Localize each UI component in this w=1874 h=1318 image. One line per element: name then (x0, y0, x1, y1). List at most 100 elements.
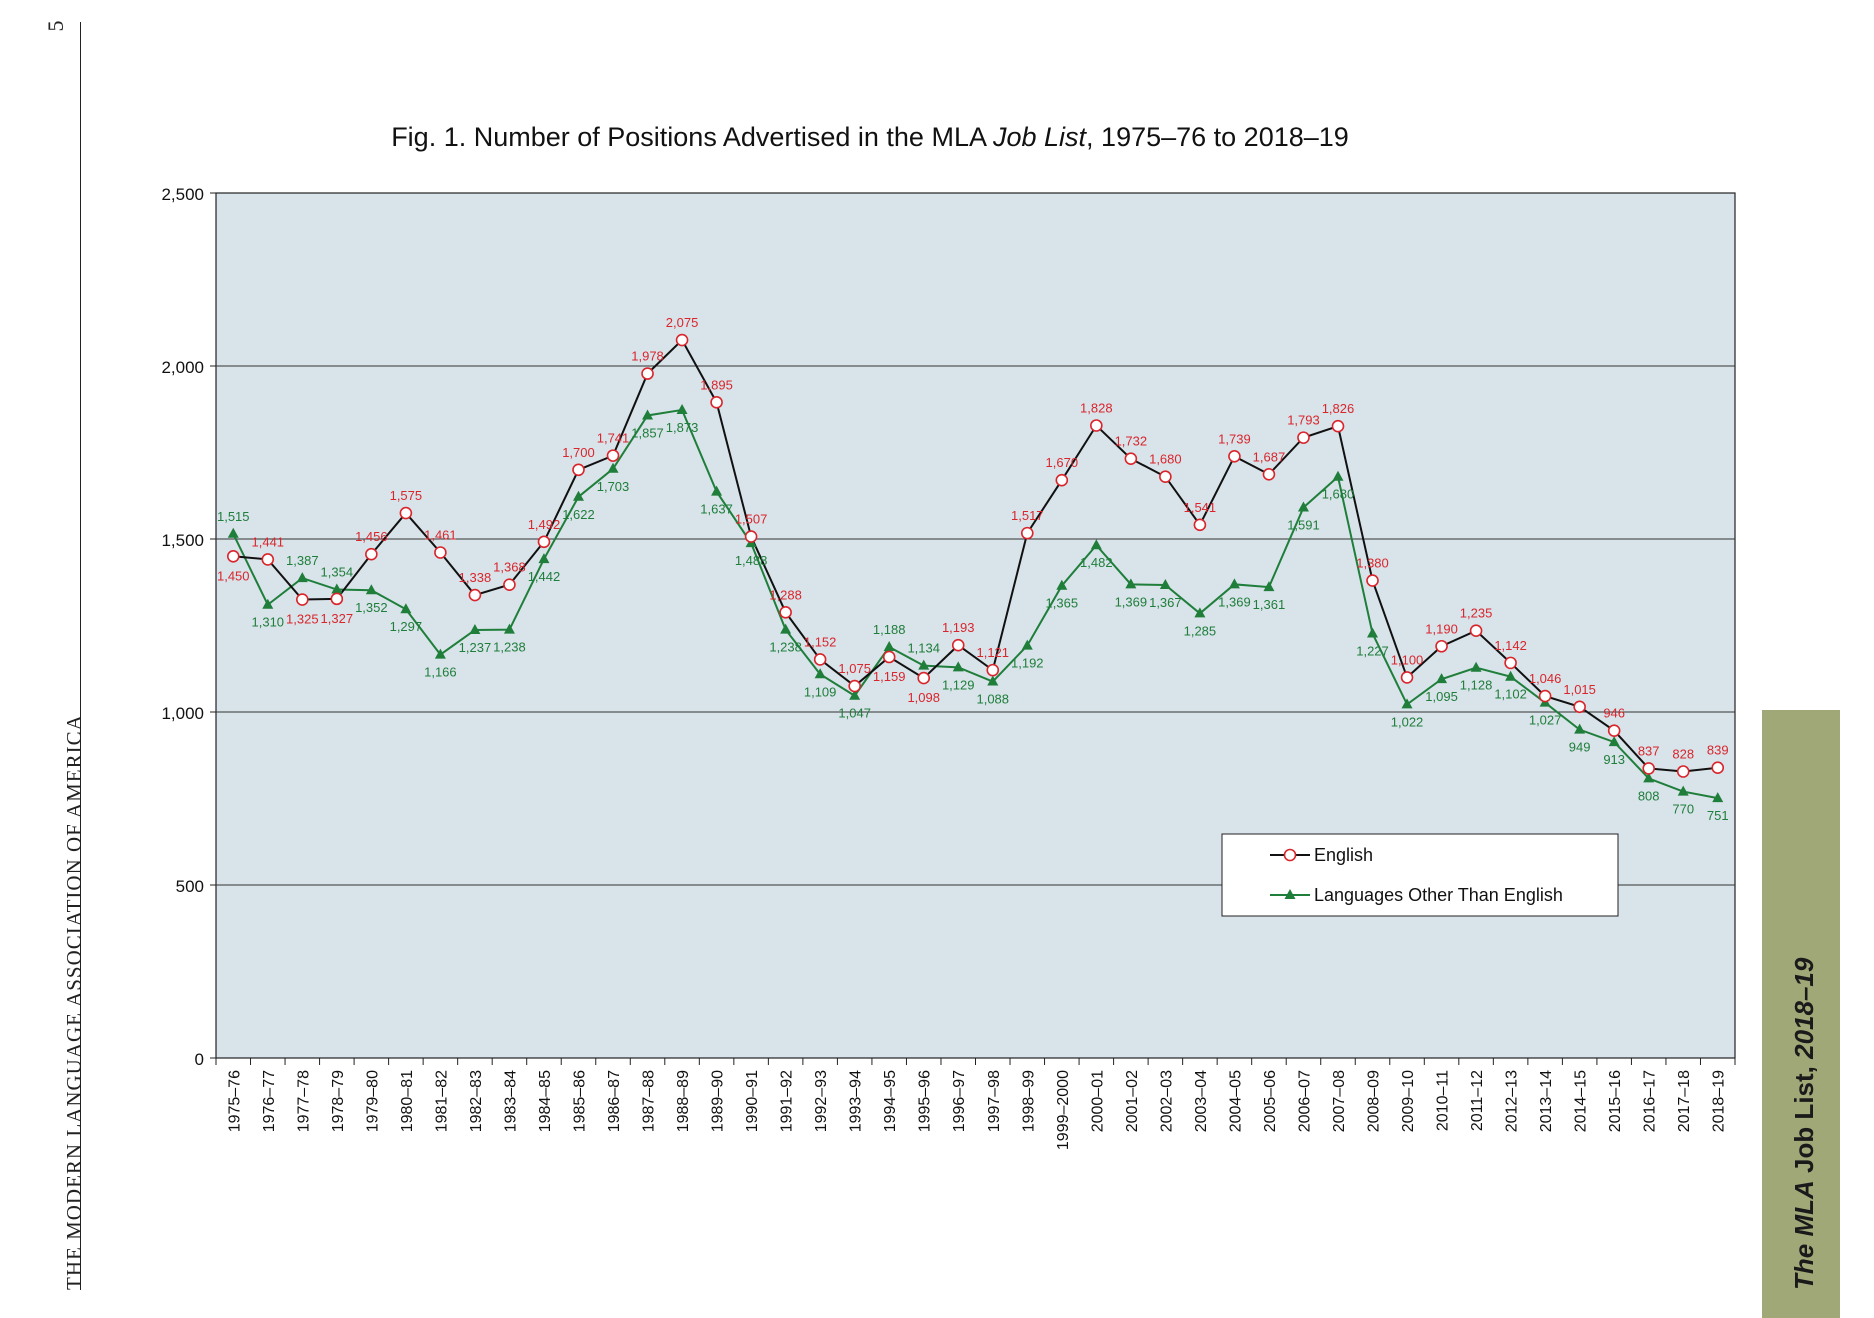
data-point-english (951, 638, 965, 652)
x-tick-label: 2002–03 (1158, 1070, 1175, 1132)
data-point-english (330, 592, 344, 606)
data-label-other-languages: 1,367 (1149, 595, 1182, 610)
x-tick-label: 2001–02 (1124, 1070, 1141, 1132)
data-label-other-languages: 1,482 (1080, 555, 1113, 570)
data-label-english: 828 (1672, 747, 1694, 762)
data-point-other-languages (1677, 785, 1689, 796)
data-point-english (986, 663, 1000, 677)
data-label-other-languages: 808 (1638, 788, 1660, 803)
data-point-other-languages (607, 462, 619, 473)
data-point-english (779, 606, 792, 619)
side-tab (1762, 710, 1840, 1318)
data-label-english: 1,098 (907, 690, 940, 705)
data-point-other-languages (434, 648, 446, 659)
data-label-english: 1,680 (1149, 452, 1182, 467)
data-point-english (1400, 671, 1414, 684)
chart-title: Fig. 1. Number of Positions Advertised i… (340, 122, 1400, 153)
data-label-other-languages: 1,227 (1356, 643, 1389, 658)
data-label-other-languages: 1,680 (1322, 487, 1355, 502)
data-label-other-languages: 1,361 (1253, 597, 1286, 612)
data-label-other-languages: 1,027 (1529, 713, 1562, 728)
data-label-other-languages: 1,285 (1184, 623, 1217, 638)
data-label-english: 1,450 (217, 568, 250, 583)
data-label-english: 1,075 (838, 661, 871, 676)
data-label-other-languages: 1,369 (1218, 594, 1251, 609)
legend-marker-other-languages (1284, 889, 1296, 899)
data-point-english (503, 578, 516, 591)
data-point-other-languages (1401, 698, 1413, 709)
x-tick-label: 2013–14 (1538, 1070, 1555, 1132)
data-label-other-languages: 1,238 (769, 640, 802, 655)
data-point-other-languages (1056, 579, 1068, 590)
data-point-english (848, 679, 861, 693)
data-point-english (1159, 470, 1172, 484)
data-point-other-languages (1263, 581, 1275, 592)
plot-area (215, 192, 1736, 1059)
data-point-other-languages (1021, 639, 1033, 650)
data-point-english (296, 593, 309, 606)
data-label-english: 1,741 (597, 431, 630, 446)
x-tick-label: 1975–76 (226, 1070, 243, 1132)
data-point-english (1573, 700, 1586, 714)
data-point-english (1538, 689, 1552, 703)
data-label-english: 1,732 (1115, 434, 1148, 449)
x-tick-label: 2004–05 (1227, 1070, 1244, 1132)
legend-label-other-languages: Languages Other Than English (1314, 885, 1563, 905)
data-label-english: 1,700 (562, 445, 595, 460)
x-tick-label: 2006–07 (1296, 1070, 1313, 1132)
data-point-other-languages (1125, 578, 1137, 589)
data-point-english (1676, 765, 1690, 778)
data-label-other-languages: 1,857 (631, 425, 664, 440)
data-label-other-languages: 1,703 (597, 479, 630, 494)
x-tick-label: 1991–92 (779, 1070, 796, 1132)
x-tick-label: 2016–17 (1642, 1070, 1659, 1132)
x-tick-label: 2010–11 (1435, 1070, 1452, 1131)
data-label-english: 837 (1638, 743, 1660, 758)
data-label-other-languages: 1,352 (355, 600, 388, 615)
data-label-other-languages: 1,134 (907, 641, 940, 656)
data-label-english: 1,517 (1011, 508, 1044, 523)
data-point-english (744, 530, 758, 543)
data-label-other-languages: 751 (1707, 808, 1729, 823)
data-point-other-languages (676, 403, 688, 414)
x-tick-label: 1984–85 (537, 1070, 554, 1132)
x-tick-label: 1977–78 (295, 1070, 312, 1132)
x-tick-label: 1983–84 (502, 1070, 519, 1132)
data-label-other-languages: 1,188 (873, 622, 906, 637)
data-label-other-languages: 1,297 (390, 619, 423, 634)
data-label-other-languages: 1,102 (1494, 687, 1527, 702)
left-rule (80, 22, 81, 1290)
data-point-english (1366, 574, 1379, 587)
data-point-english (1642, 762, 1655, 775)
x-tick-label: 1992–93 (813, 1070, 830, 1132)
data-point-other-languages (987, 675, 999, 686)
x-tick-label: 2008–09 (1366, 1070, 1383, 1132)
data-point-english (641, 367, 654, 380)
data-label-english: 1,793 (1287, 413, 1320, 428)
data-point-other-languages (331, 583, 343, 594)
data-label-other-languages: 1,515 (217, 509, 250, 524)
data-point-english (1262, 467, 1276, 481)
data-label-english: 1,142 (1494, 638, 1527, 653)
data-point-english (1228, 450, 1241, 463)
data-point-other-languages (1643, 772, 1655, 783)
data-label-english: 1,541 (1184, 500, 1217, 515)
data-label-other-languages: 1,088 (976, 692, 1009, 707)
data-label-english: 1,338 (459, 570, 492, 585)
x-tick-label: 1990–91 (744, 1070, 761, 1132)
data-point-other-languages (1159, 579, 1171, 590)
data-point-other-languages (918, 659, 930, 670)
data-label-english: 1,461 (424, 527, 457, 542)
data-label-english: 1,193 (942, 620, 975, 635)
y-tick-label: 1,000 (161, 704, 204, 723)
data-label-other-languages: 1,129 (942, 677, 975, 692)
data-label-english: 1,687 (1253, 449, 1286, 464)
data-label-english: 1,575 (390, 488, 423, 503)
data-point-other-languages (572, 490, 584, 501)
data-point-english (434, 546, 447, 559)
data-label-other-languages: 1,488 (735, 553, 768, 568)
x-tick-label: 2012–13 (1504, 1070, 1521, 1132)
data-point-other-languages (711, 485, 723, 496)
data-label-other-languages: 1,442 (528, 569, 561, 584)
data-point-english (1297, 431, 1310, 444)
